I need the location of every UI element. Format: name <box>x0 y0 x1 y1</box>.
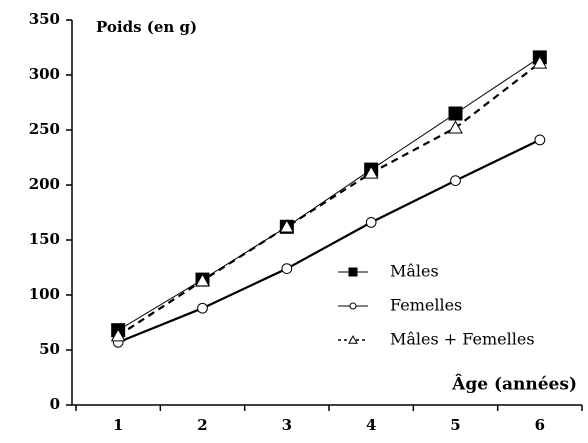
x-tick-label: 6 <box>535 416 545 434</box>
marker <box>534 134 546 146</box>
series-line <box>117 138 541 344</box>
y-tick-label: 250 <box>29 120 60 138</box>
y-axis-label: Poids (en g) <box>96 18 197 36</box>
series-line <box>117 56 541 331</box>
marker <box>365 217 377 228</box>
legend-label: Femelles <box>390 296 462 315</box>
legend-label: Mâles <box>390 262 439 281</box>
x-tick-label: 2 <box>197 416 207 434</box>
x-tick-label: 4 <box>366 416 376 434</box>
marker <box>450 175 461 186</box>
x-tick-label: 5 <box>450 416 460 434</box>
marker <box>281 263 293 274</box>
marker <box>448 106 463 121</box>
y-tick-label: 200 <box>29 175 60 193</box>
x-tick-label: 3 <box>282 416 292 434</box>
series-line <box>117 62 541 337</box>
marker <box>348 334 358 344</box>
x-tick-label: 1 <box>113 416 123 434</box>
marker <box>448 120 463 134</box>
marker <box>349 302 357 310</box>
marker <box>363 165 379 179</box>
y-tick-label: 0 <box>50 395 60 413</box>
x-axis-label: Âge (années) <box>451 374 577 395</box>
marker <box>348 267 358 277</box>
marker <box>279 219 295 233</box>
marker <box>532 55 548 69</box>
marker <box>197 302 208 314</box>
y-tick-label: 50 <box>39 340 60 358</box>
y-tick-label: 350 <box>29 10 60 28</box>
marker <box>110 328 126 342</box>
y-tick-label: 100 <box>29 285 60 303</box>
y-tick-label: 150 <box>29 230 60 248</box>
y-tick-label: 300 <box>29 65 60 83</box>
marker <box>195 273 210 287</box>
legend-label: Mâles + Femelles <box>390 330 535 349</box>
